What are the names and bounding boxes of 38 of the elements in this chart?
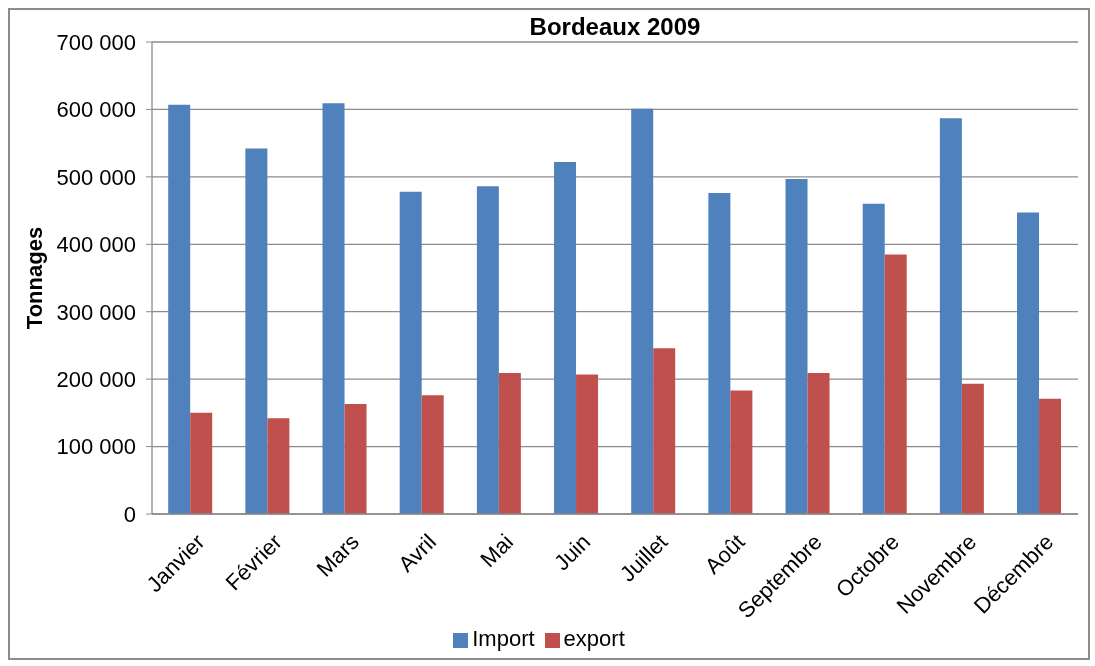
bar [168,104,191,514]
y-tick-label: 200 000 [56,366,136,392]
bar [267,418,290,514]
bar [708,193,731,514]
bar [631,108,654,514]
y-tick-label: 700 000 [56,29,136,55]
bar [190,412,213,514]
bar [862,203,885,514]
y-tick-label: 500 000 [56,164,136,190]
y-tick-label: 600 000 [56,97,136,123]
chart-title: Bordeaux 2009 [528,13,702,41]
bar [1017,212,1040,514]
bar [961,383,984,514]
bar [1039,398,1062,514]
bar [785,178,808,514]
bar [939,118,962,514]
legend-label: export [563,626,625,651]
legend-label: Import [472,626,535,651]
bar [322,103,345,514]
x-tick-label: Juin [549,529,596,576]
bar [807,373,830,514]
y-tick-label: 100 000 [56,434,136,460]
bar [576,374,599,514]
y-axis-title: Tonnages [21,226,47,330]
bar [421,395,444,514]
bar [730,390,753,514]
bar [476,186,499,514]
y-tick-label: 400 000 [56,232,136,258]
y-tick-label: 0 [123,501,136,527]
bar [245,148,268,514]
bar [344,404,367,514]
bar [554,162,577,514]
bar [884,254,907,514]
x-tick-label: Mai [475,529,519,572]
bar [653,348,676,514]
y-tick-label: 300 000 [56,299,136,325]
bar [498,373,521,514]
bar [399,191,422,514]
